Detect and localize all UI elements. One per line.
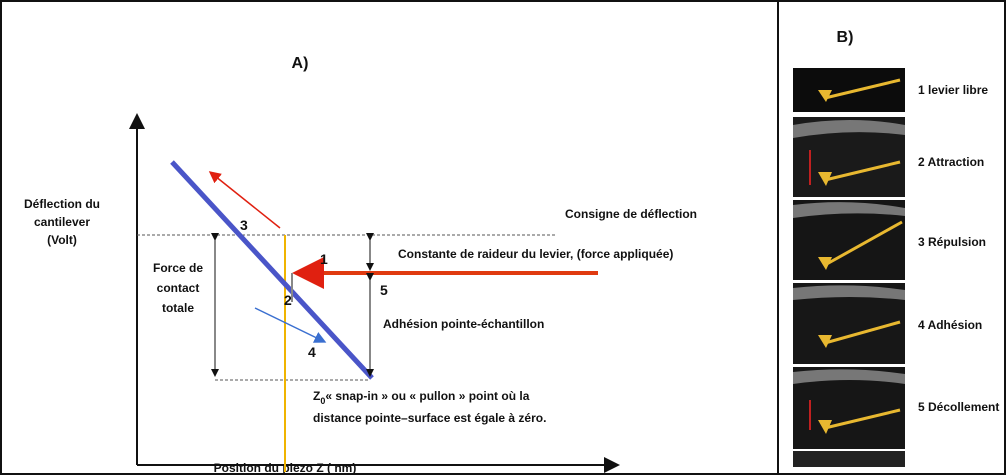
stiffness-label: Constante de raideur du levier, (force a… (398, 247, 673, 261)
step-label: 5 Décollement (918, 400, 999, 414)
zero-note: Z0« snap-in » ou « pullon » point où la (313, 389, 530, 406)
y-axis-label: cantilever (34, 215, 90, 229)
panel-label: A) (292, 55, 309, 72)
zero-symbol: Z (313, 389, 320, 403)
panel-label: B) (837, 29, 854, 46)
step-label: 1 levier libre (918, 83, 988, 97)
zero-note-line: « snap-in » ou « pullon » point où la (325, 389, 529, 403)
micrograph (793, 68, 905, 112)
setpoint-label: Consigne de déflection (565, 207, 697, 221)
y-axis-label: Déflection du (24, 197, 100, 211)
step-label: 3 Répulsion (918, 235, 986, 249)
cantilever (824, 78, 903, 430)
force-label: contact (157, 281, 200, 295)
micrographs (793, 68, 905, 467)
zero-subscript: 0 (320, 396, 325, 406)
tip (818, 90, 832, 434)
adhesion-label: Adhésion pointe-échantillon (383, 317, 544, 331)
step-label: 4 Adhésion (918, 318, 982, 332)
force-label: Force de (153, 261, 203, 275)
force-label: totale (162, 301, 194, 315)
step-number: 5 (380, 282, 388, 298)
step-number: 2 (284, 292, 292, 308)
step-label: 2 Attraction (918, 155, 984, 169)
zero-note-line: distance pointe–surface est égale à zéro… (313, 411, 546, 425)
retract-arrow (208, 171, 281, 229)
step-number: 1 (320, 251, 328, 267)
approach-curve (170, 160, 374, 380)
approach-arrow (254, 307, 327, 343)
step-number: 4 (308, 344, 316, 360)
y-axis-label: (Volt) (47, 233, 77, 247)
step-number: 3 (240, 217, 248, 233)
micrograph (793, 451, 905, 467)
